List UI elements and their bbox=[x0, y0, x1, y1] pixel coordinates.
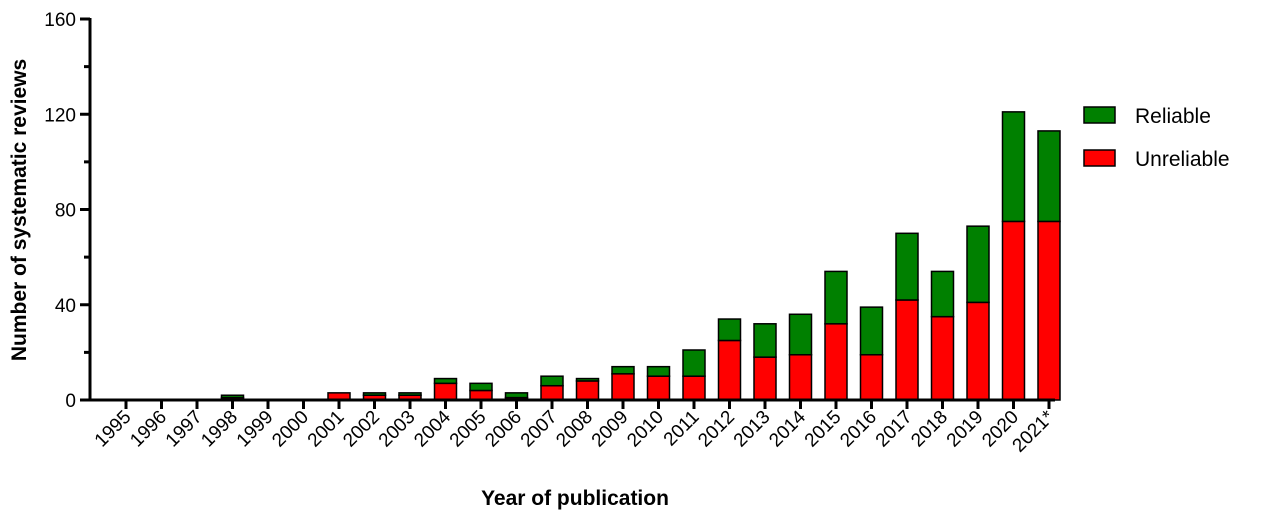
bar-unreliable bbox=[717, 339, 742, 401]
bar-reliable bbox=[1037, 130, 1061, 223]
legend-label-unreliable: Unreliable bbox=[1135, 148, 1230, 171]
bar-reliable bbox=[433, 377, 458, 385]
bars-group bbox=[220, 111, 1061, 401]
x-tick-label: 2018 bbox=[907, 407, 952, 452]
bar-reliable bbox=[540, 375, 564, 387]
x-tick-label: 2019 bbox=[943, 407, 988, 452]
bar-reliable bbox=[930, 270, 955, 318]
x-tick-label: 1998 bbox=[197, 407, 242, 452]
y-tick-label: 0 bbox=[65, 391, 76, 412]
x-tick-label: 2004 bbox=[410, 406, 455, 451]
bar-reliable bbox=[895, 232, 919, 301]
y-axis-title: Number of systematic reviews bbox=[8, 59, 31, 361]
y-ticks-group: 0 40 80 120 160 bbox=[44, 10, 90, 412]
x-tick-label: 1997 bbox=[162, 407, 207, 452]
bar-reliable bbox=[646, 365, 671, 377]
x-tick-label: 2015 bbox=[801, 407, 846, 452]
bar-unreliable bbox=[611, 373, 635, 401]
bar-reliable bbox=[717, 318, 742, 342]
x-tick-label: 2016 bbox=[836, 407, 881, 452]
y-tick-label: 80 bbox=[55, 201, 76, 222]
bar-reliable bbox=[220, 394, 245, 399]
bar-unreliable bbox=[575, 380, 600, 401]
bar-reliable bbox=[504, 392, 529, 399]
bar-reliable bbox=[575, 377, 600, 382]
x-tick-label: 1999 bbox=[233, 407, 278, 452]
bar-unreliable bbox=[966, 301, 990, 401]
bar-unreliable bbox=[824, 323, 848, 401]
x-tick-label: 2009 bbox=[588, 407, 633, 452]
x-tick-label: 2013 bbox=[730, 407, 775, 452]
legend-swatch-unreliable bbox=[1083, 149, 1116, 167]
bar-reliable bbox=[753, 323, 777, 358]
bar-unreliable bbox=[646, 375, 671, 401]
x-tick-label: 2000 bbox=[268, 407, 313, 452]
y-tick-label: 160 bbox=[44, 10, 76, 31]
bar-unreliable bbox=[930, 315, 955, 401]
x-tick-label: 1996 bbox=[126, 407, 171, 452]
x-tick-label: 2008 bbox=[552, 407, 597, 452]
x-tick-label: 2021* bbox=[1009, 406, 1059, 456]
bar-unreliable bbox=[540, 384, 564, 401]
x-tick-label: 2014 bbox=[765, 406, 810, 451]
bar-unreliable bbox=[1001, 220, 1026, 401]
bar-reliable bbox=[966, 225, 990, 304]
bar-unreliable bbox=[895, 299, 919, 401]
x-tick-label: 2006 bbox=[481, 407, 526, 452]
bar-reliable bbox=[362, 392, 387, 396]
bar-reliable bbox=[398, 392, 422, 396]
bar-reliable bbox=[824, 270, 848, 325]
bar-reliable bbox=[859, 306, 884, 356]
x-tick-label: 2011 bbox=[660, 407, 704, 451]
x-tick-label: 2005 bbox=[446, 407, 491, 452]
legend-label-reliable: Reliable bbox=[1135, 105, 1211, 128]
x-tick-label: 1995 bbox=[91, 407, 136, 452]
x-tick-label: 2012 bbox=[694, 407, 739, 452]
bar-reliable bbox=[1001, 111, 1026, 223]
bar-reliable bbox=[469, 382, 493, 392]
bar-unreliable bbox=[1037, 220, 1061, 401]
y-tick-label: 40 bbox=[55, 296, 76, 317]
legend-swatch-reliable bbox=[1083, 106, 1116, 124]
bar-unreliable bbox=[788, 354, 813, 401]
x-tick-label: 2001 bbox=[304, 407, 349, 452]
bar-unreliable bbox=[682, 375, 706, 401]
x-tick-label: 2002 bbox=[339, 407, 384, 452]
bar-reliable bbox=[611, 365, 635, 375]
x-tick-label: 2007 bbox=[517, 407, 562, 452]
bar-reliable bbox=[788, 313, 813, 356]
y-tick-label: 120 bbox=[44, 105, 76, 126]
bar-unreliable bbox=[753, 356, 777, 401]
x-tick-label: 2003 bbox=[375, 407, 420, 452]
bar-unreliable bbox=[433, 382, 458, 401]
x-axis-title: Year of publication bbox=[481, 487, 669, 510]
bar-reliable bbox=[682, 349, 706, 377]
x-tick-label: 2017 bbox=[872, 407, 917, 452]
legend: Reliable Unreliable bbox=[1083, 105, 1230, 171]
x-tick-label: 2010 bbox=[623, 407, 668, 452]
bar-unreliable bbox=[859, 354, 884, 401]
x-ticks-group: 1995199619971998199920002001200220032004… bbox=[91, 400, 1059, 457]
